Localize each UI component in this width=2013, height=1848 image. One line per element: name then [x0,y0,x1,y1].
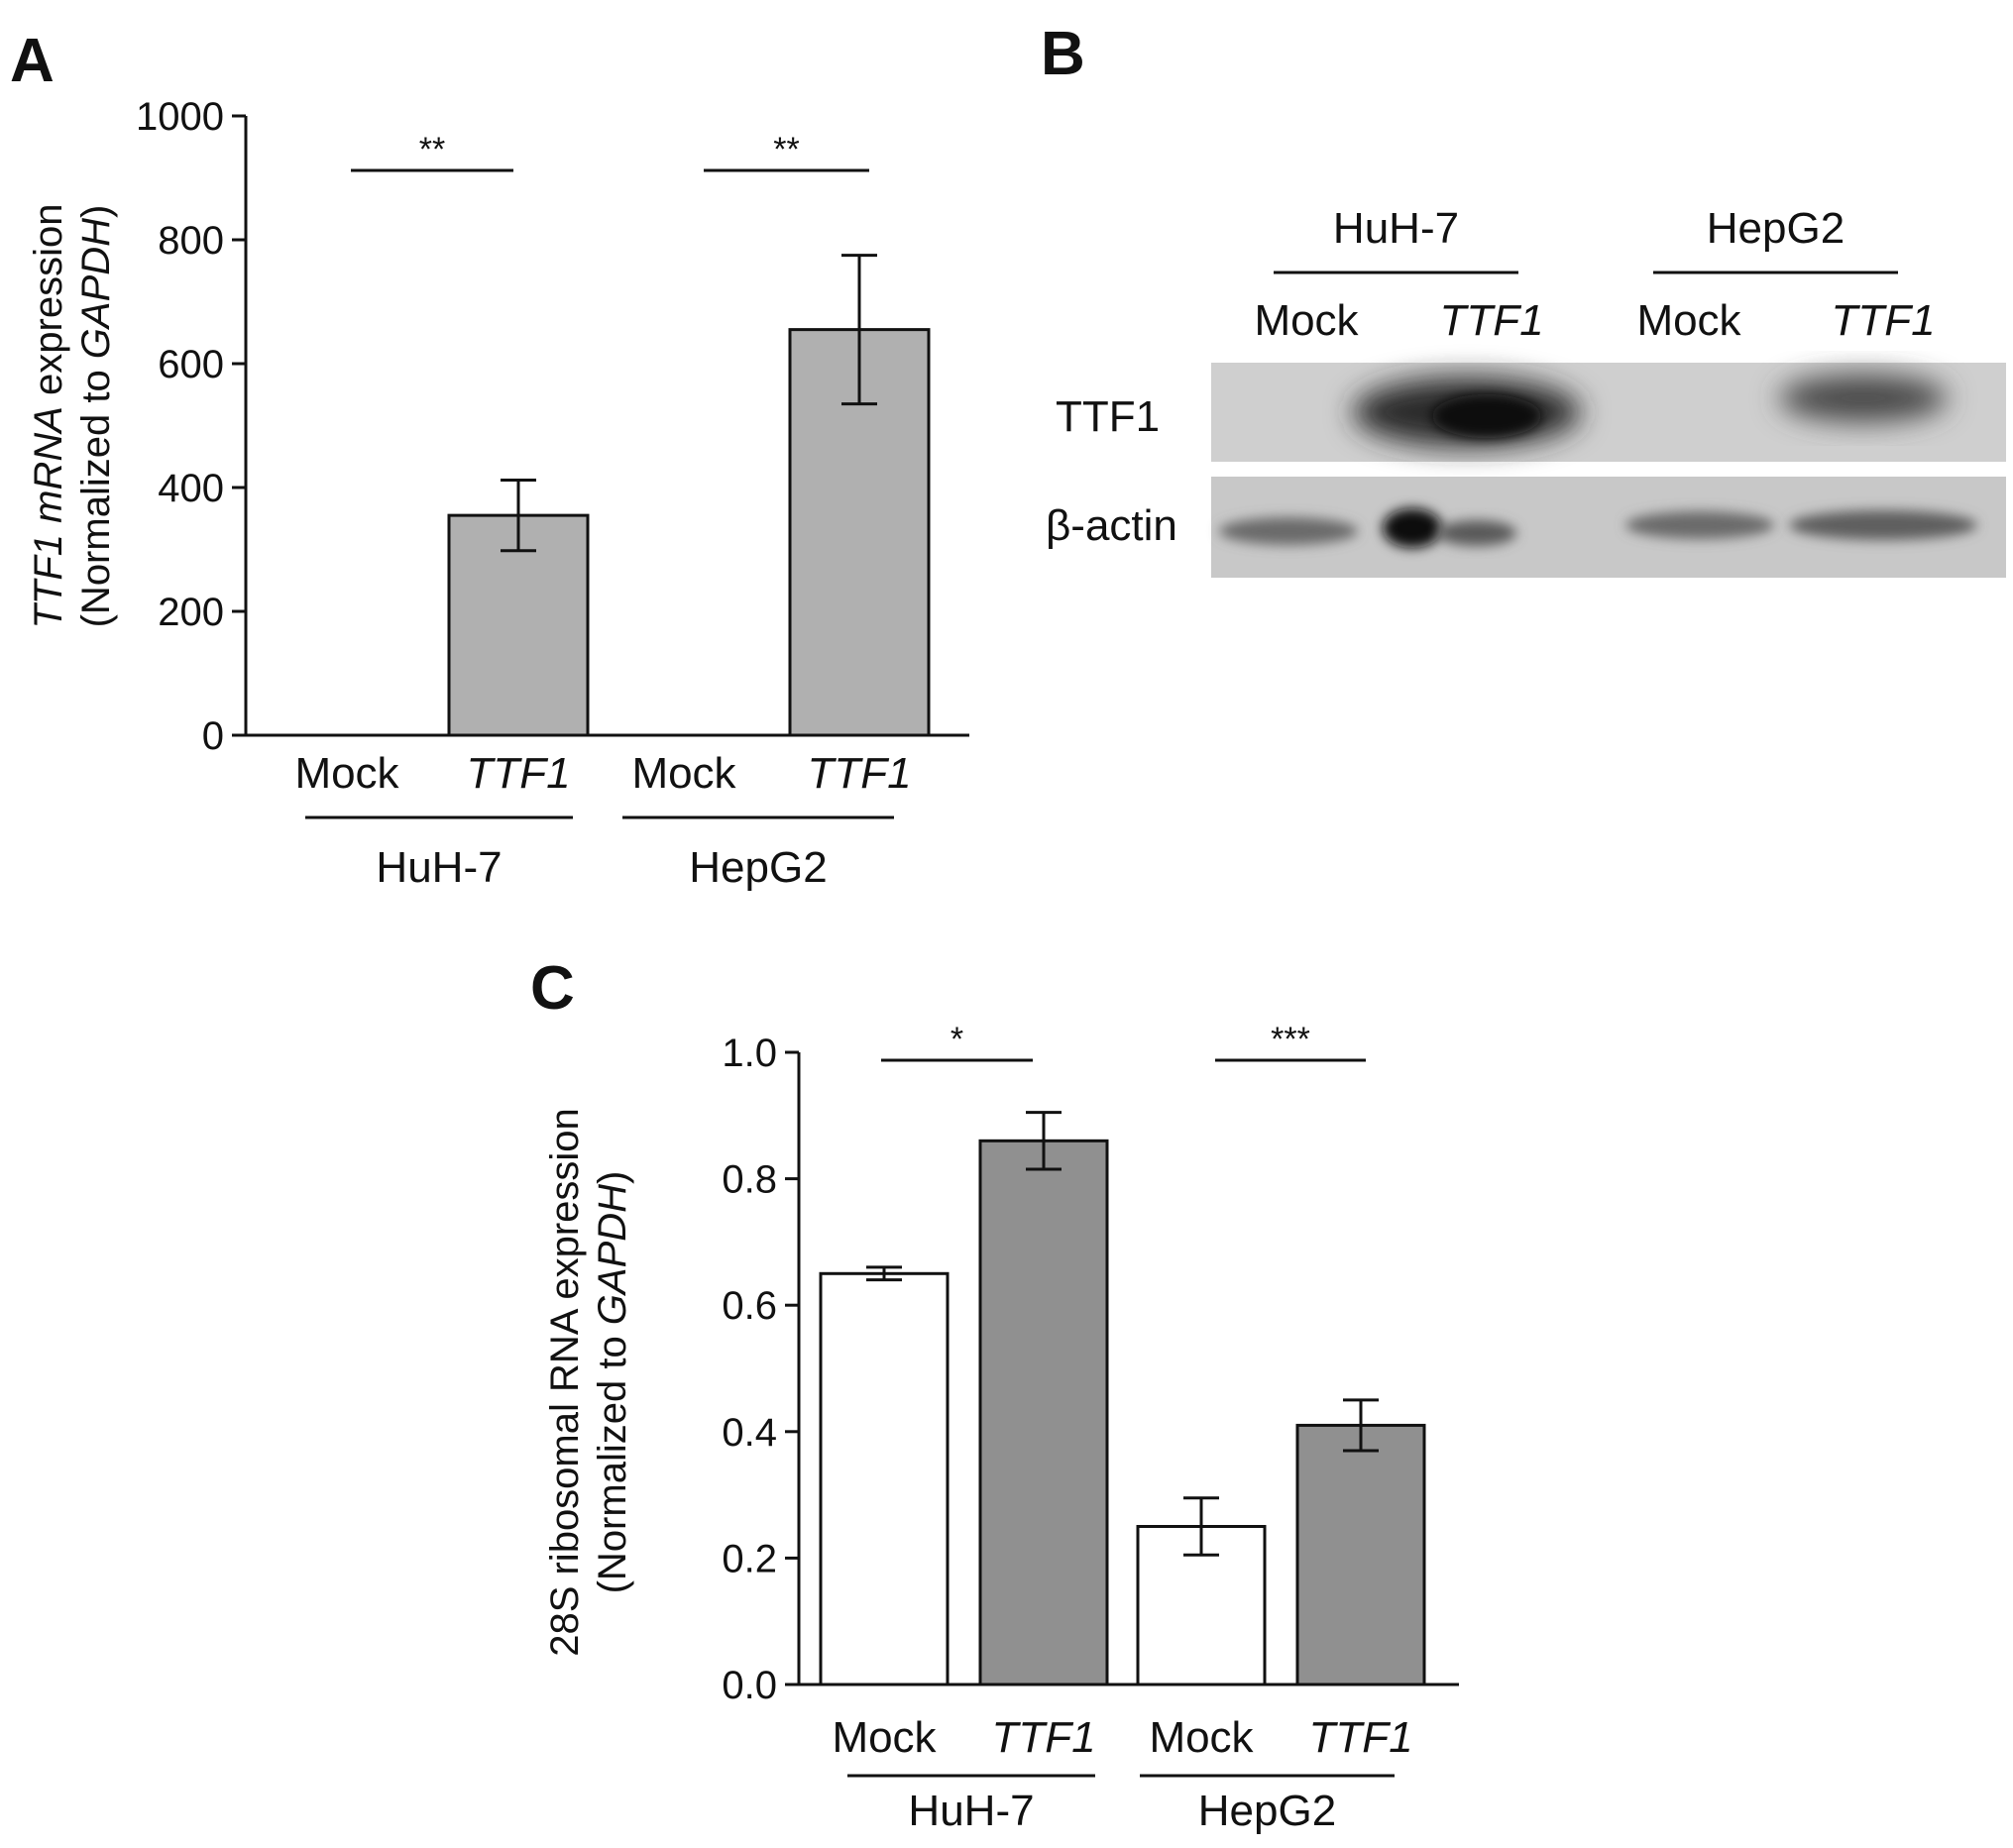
bar [1295,1423,1426,1686]
y-tick-label: 1.0 [722,1032,777,1075]
blot-group-label: HepG2 [1707,204,1845,253]
svg-text:(Normalized to GAPDH): (Normalized to GAPDH) [591,1171,634,1594]
blot-lane-label: TTF1 [1831,296,1935,345]
category-label: TTF1 [807,749,911,798]
significance-label: ** [773,131,799,168]
y-tick-label: 800 [158,219,224,263]
group-label: HuH-7 [908,1787,1034,1835]
panel-c-ylabel: 28S ribosomal RNA expression [543,1108,587,1657]
blot-band-actin-4 [1789,510,1977,540]
y-tick-label: 0.4 [722,1411,777,1455]
blot-band-actin-3 [1625,511,1774,539]
blot-row-label-beta-actin: β-actin [1046,501,1177,550]
panel-a-ylabel-gene: TTF1 mRNA [27,406,70,628]
bar [978,1139,1109,1686]
y-tick-label: 0.0 [722,1664,777,1707]
svg-text:(Normalized to GAPDH): (Normalized to GAPDH) [74,205,118,628]
blot-lane-label: Mock [1254,296,1359,345]
significance-label: *** [1271,1021,1310,1058]
panel-c-ylabel2-prefix: (Normalized to [591,1325,634,1593]
group-label: HepG2 [689,843,827,892]
panel-letter-b: B [1041,20,1085,88]
significance-label: * [951,1021,963,1058]
group-label: HepG2 [1198,1787,1336,1835]
panel-a-ylabel2-gene: GAPDH [74,218,118,359]
category-label: Mock [832,1713,937,1762]
category-label: Mock [294,749,399,798]
panel-a-ylabel2-suffix: ) [74,205,118,218]
y-tick-label: 0.8 [722,1158,777,1202]
y-tick-label: 0.2 [722,1537,777,1580]
panel-c-chart: 0.0 0.2 0.4 0.6 0.8 1.0 Mock TTF1 Mock TTF1 HuH-7 *… [722,1021,1459,1835]
category-label: Mock [1149,1713,1254,1762]
category-label: TTF1 [466,749,570,798]
blot-band-huh7-ttf1-core [1432,394,1541,438]
y-tick-label: 1000 [136,95,224,139]
panel-c-ylabel2-gene: GAPDH [591,1184,634,1325]
panel-c-ylabel2-suffix: ) [591,1171,634,1184]
y-tick-label: 400 [158,467,224,510]
panel-a-y-axis-title: TTF1 mRNA expression (Normalized to GAPD… [27,204,118,629]
y-tick-label: 0.6 [722,1284,777,1328]
panel-a-ylabel2-prefix: (Normalized to [74,359,118,627]
blot-lane-label: Mock [1636,296,1741,345]
y-tick-label: 200 [158,591,224,634]
panel-letter-a: A [10,27,55,95]
panel-c-y-axis-title: 28S ribosomal RNA expression (Normalized… [543,1108,634,1657]
panel-a-ylabel-rest: expression [27,204,70,407]
category-label: Mock [631,749,736,798]
blot-band-actin-2 [1383,508,1442,548]
panel-a-chart: 0 200 400 600 800 1000 Mock TTF1 Mock TTF1 HuH-7 **… [136,95,969,892]
significance-label: ** [419,131,445,168]
blot-band-hepg2-ttf1 [1779,375,1948,422]
svg-text:TTF1 mRNA expression: TTF1 mRNA expression [27,204,70,629]
blot-header: HuH-7 HepG2 Mock TTF1 Mock TTF1 [1254,204,1935,345]
blot-strip-ttf1 [1211,363,2006,462]
blot-band-actin-2b [1437,520,1516,546]
category-label: TTF1 [1308,1713,1412,1762]
blot-lane-label: TTF1 [1439,296,1543,345]
group-label: HuH-7 [376,843,502,892]
panel-letter-c: C [530,954,575,1023]
y-tick-label: 0 [202,714,224,758]
bar [819,1271,950,1686]
blot-group-label: HuH-7 [1333,204,1459,253]
category-label: TTF1 [991,1713,1095,1762]
blot-band-actin-1 [1219,517,1358,545]
blot-row-label-ttf1: TTF1 [1056,392,1160,441]
blot-strip-beta-actin [1211,477,2006,578]
panel-b-western-blot: HuH-7 HepG2 Mock TTF1 Mock TTF1 TTF1 β-actin [1046,204,2006,578]
y-tick-label: 600 [158,343,224,386]
